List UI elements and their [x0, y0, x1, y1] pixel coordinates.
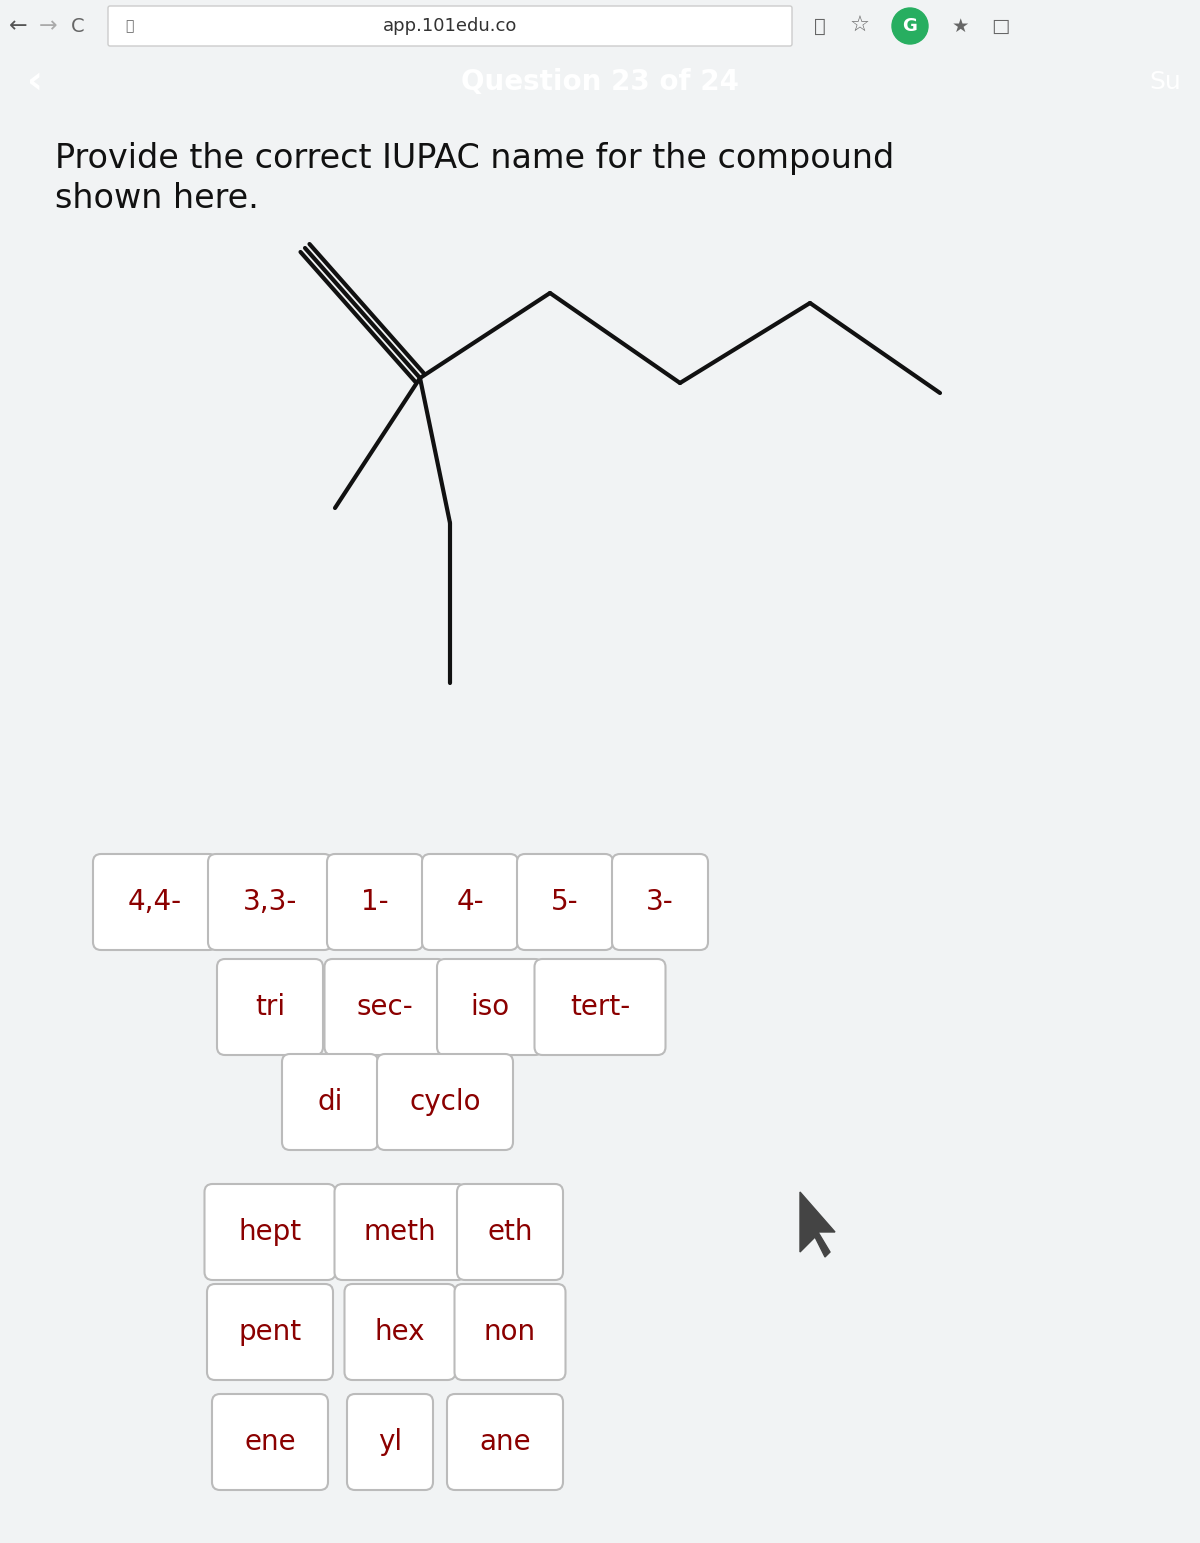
Text: ene: ene — [244, 1427, 296, 1457]
Text: ★: ★ — [952, 17, 968, 35]
Text: ←: ← — [8, 15, 28, 35]
Text: 🔒: 🔒 — [125, 19, 133, 32]
Text: ☆: ☆ — [850, 15, 870, 35]
Text: cyclo: cyclo — [409, 1088, 481, 1116]
Text: 1-: 1- — [361, 889, 389, 917]
Text: 4,4-: 4,4- — [128, 889, 182, 917]
Text: 5-: 5- — [551, 889, 578, 917]
Text: G: G — [902, 17, 918, 35]
FancyBboxPatch shape — [422, 853, 518, 950]
FancyBboxPatch shape — [208, 853, 332, 950]
Text: Su: Su — [1150, 69, 1181, 94]
FancyBboxPatch shape — [446, 1393, 563, 1491]
Text: 3,3-: 3,3- — [242, 889, 298, 917]
Text: ‹: ‹ — [28, 63, 43, 100]
Text: sec-: sec- — [356, 994, 413, 1021]
Text: 4-: 4- — [456, 889, 484, 917]
FancyBboxPatch shape — [344, 1284, 456, 1379]
Text: □: □ — [991, 17, 1009, 35]
Text: non: non — [484, 1318, 536, 1345]
FancyBboxPatch shape — [534, 960, 666, 1055]
Text: shown here.: shown here. — [55, 182, 259, 214]
FancyBboxPatch shape — [517, 853, 613, 950]
FancyBboxPatch shape — [457, 1183, 563, 1281]
Text: di: di — [317, 1088, 343, 1116]
Text: Question 23 of 24: Question 23 of 24 — [461, 68, 739, 96]
Text: meth: meth — [364, 1217, 437, 1247]
Text: eth: eth — [487, 1217, 533, 1247]
Text: ⧉: ⧉ — [814, 17, 826, 35]
FancyBboxPatch shape — [335, 1183, 466, 1281]
Text: hept: hept — [239, 1217, 301, 1247]
Polygon shape — [800, 1193, 835, 1258]
FancyBboxPatch shape — [326, 853, 424, 950]
FancyBboxPatch shape — [324, 960, 445, 1055]
Text: →: → — [38, 15, 58, 35]
FancyBboxPatch shape — [204, 1183, 336, 1281]
Text: ane: ane — [479, 1427, 530, 1457]
Text: hex: hex — [374, 1318, 425, 1345]
FancyBboxPatch shape — [377, 1054, 514, 1150]
Text: tri: tri — [254, 994, 286, 1021]
Text: 3-: 3- — [646, 889, 674, 917]
FancyBboxPatch shape — [455, 1284, 565, 1379]
FancyBboxPatch shape — [612, 853, 708, 950]
Circle shape — [892, 8, 928, 45]
Text: app.101edu.co: app.101edu.co — [383, 17, 517, 35]
Text: iso: iso — [470, 994, 510, 1021]
FancyBboxPatch shape — [217, 960, 323, 1055]
Text: C: C — [71, 17, 85, 35]
FancyBboxPatch shape — [94, 853, 217, 950]
FancyBboxPatch shape — [282, 1054, 378, 1150]
FancyBboxPatch shape — [347, 1393, 433, 1491]
Text: pent: pent — [239, 1318, 301, 1345]
Text: tert-: tert- — [570, 994, 630, 1021]
Text: yl: yl — [378, 1427, 402, 1457]
Text: Provide the correct IUPAC name for the compound: Provide the correct IUPAC name for the c… — [55, 142, 894, 174]
FancyBboxPatch shape — [108, 6, 792, 46]
FancyBboxPatch shape — [437, 960, 542, 1055]
FancyBboxPatch shape — [208, 1284, 334, 1379]
FancyBboxPatch shape — [212, 1393, 328, 1491]
